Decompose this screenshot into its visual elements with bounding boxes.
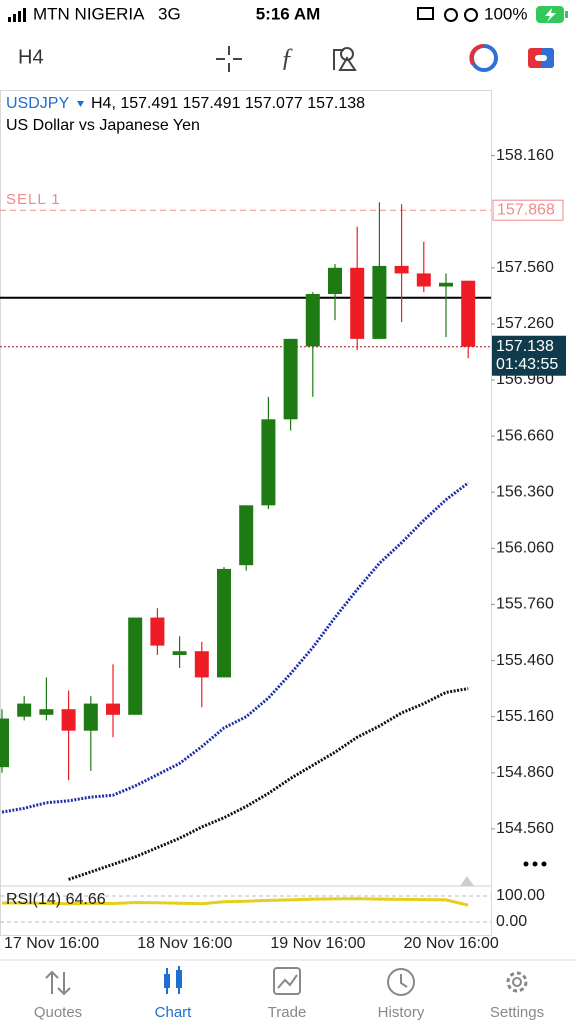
y-tick-label: 157.260 [496, 315, 554, 332]
y-tick-label: 155.460 [496, 652, 554, 669]
chart-subtitle: US Dollar vs Japanese Yen [6, 117, 200, 134]
tab-label[interactable]: History [378, 1004, 425, 1021]
tab-label[interactable]: Settings [490, 1004, 544, 1021]
candle-body [372, 265, 387, 339]
candle-body [416, 273, 431, 287]
chart-icon [164, 966, 182, 994]
trade-button[interactable] [528, 48, 554, 68]
clock: 5:16 AM [256, 4, 321, 23]
battery-icon [536, 6, 568, 23]
candle-body [17, 703, 32, 717]
candle-body [61, 709, 76, 731]
quotes-icon [45, 970, 71, 996]
history-icon [387, 968, 415, 996]
moving-average [68, 687, 469, 881]
candle-body [150, 617, 165, 646]
tab-label[interactable]: Chart [155, 1004, 193, 1021]
timeframe[interactable]: H4 [18, 46, 44, 68]
bid-tag [492, 335, 566, 376]
status-icons [417, 7, 478, 22]
battery-level: 100% [484, 4, 527, 23]
y-tick-label: 155.760 [496, 596, 554, 613]
candle-body [83, 703, 98, 731]
y-tick-label: 157.560 [496, 259, 554, 276]
more-button[interactable] [523, 861, 547, 867]
candle-body [0, 718, 9, 768]
x-tick-label: 19 Nov 16:00 [270, 935, 365, 952]
trade-icon [273, 967, 301, 995]
candle-body [194, 651, 209, 678]
candle-body [239, 505, 254, 566]
chart-info: H4, 157.491 157.491 157.077 157.138 [91, 95, 365, 112]
candle-body [305, 293, 320, 347]
rsi-tick-label: 100.00 [496, 887, 545, 904]
symbol-dropdown[interactable] [77, 101, 84, 107]
x-tick-label: 17 Nov 16:00 [4, 935, 99, 952]
crosshair-button[interactable] [216, 46, 242, 72]
y-tick-label: 158.160 [496, 147, 554, 164]
y-tick-label: 155.160 [496, 708, 554, 725]
network: 3G [158, 4, 181, 23]
candle-body [350, 267, 365, 339]
candle-body [39, 709, 54, 715]
level-tag [492, 199, 564, 221]
settings-icon [506, 971, 528, 993]
tab-label[interactable]: Quotes [34, 1004, 82, 1021]
moving-average [1, 481, 470, 814]
indicators-button[interactable]: ƒ [281, 43, 294, 72]
candle-body [217, 568, 231, 678]
rsi-label: RSI(14) 64.66 [6, 891, 106, 908]
candle-body [172, 651, 187, 655]
candle-body [461, 280, 476, 347]
x-tick-label: 18 Nov 16:00 [137, 935, 232, 952]
y-tick-label: 156.060 [496, 540, 554, 557]
tab-label[interactable]: Trade [268, 1004, 307, 1021]
level-label: SELL 1 [6, 191, 61, 208]
signal-icon [8, 8, 26, 22]
y-tick-label: 156.660 [496, 427, 554, 444]
rsi-tick-label: 0.00 [496, 913, 527, 930]
one-click-button[interactable] [469, 44, 498, 72]
x-tick-label: 20 Nov 16:00 [404, 935, 499, 952]
plot-area [0, 202, 491, 881]
carrier: MTN NIGERIA [33, 4, 145, 23]
candle-body [128, 617, 143, 715]
candle-body [106, 703, 120, 715]
candle-body [394, 265, 409, 274]
candle-body [328, 267, 342, 294]
pane-handle[interactable] [460, 876, 474, 886]
level-tag-label: 157.868 [497, 201, 555, 218]
y-tick-label: 154.860 [496, 764, 554, 781]
y-tick-label: 156.360 [496, 483, 554, 500]
bid-tag-label: 157.138 [496, 338, 554, 355]
candle-body [439, 282, 453, 287]
countdown: 01:43:55 [496, 356, 558, 373]
y-tick-label: 154.560 [496, 820, 554, 837]
symbol[interactable]: USDJPY [6, 95, 69, 112]
chart-frame [0, 90, 492, 936]
rsi-line [2, 897, 469, 907]
candle-body [261, 419, 276, 506]
objects-button[interactable] [333, 47, 357, 71]
candle-body [283, 338, 298, 420]
